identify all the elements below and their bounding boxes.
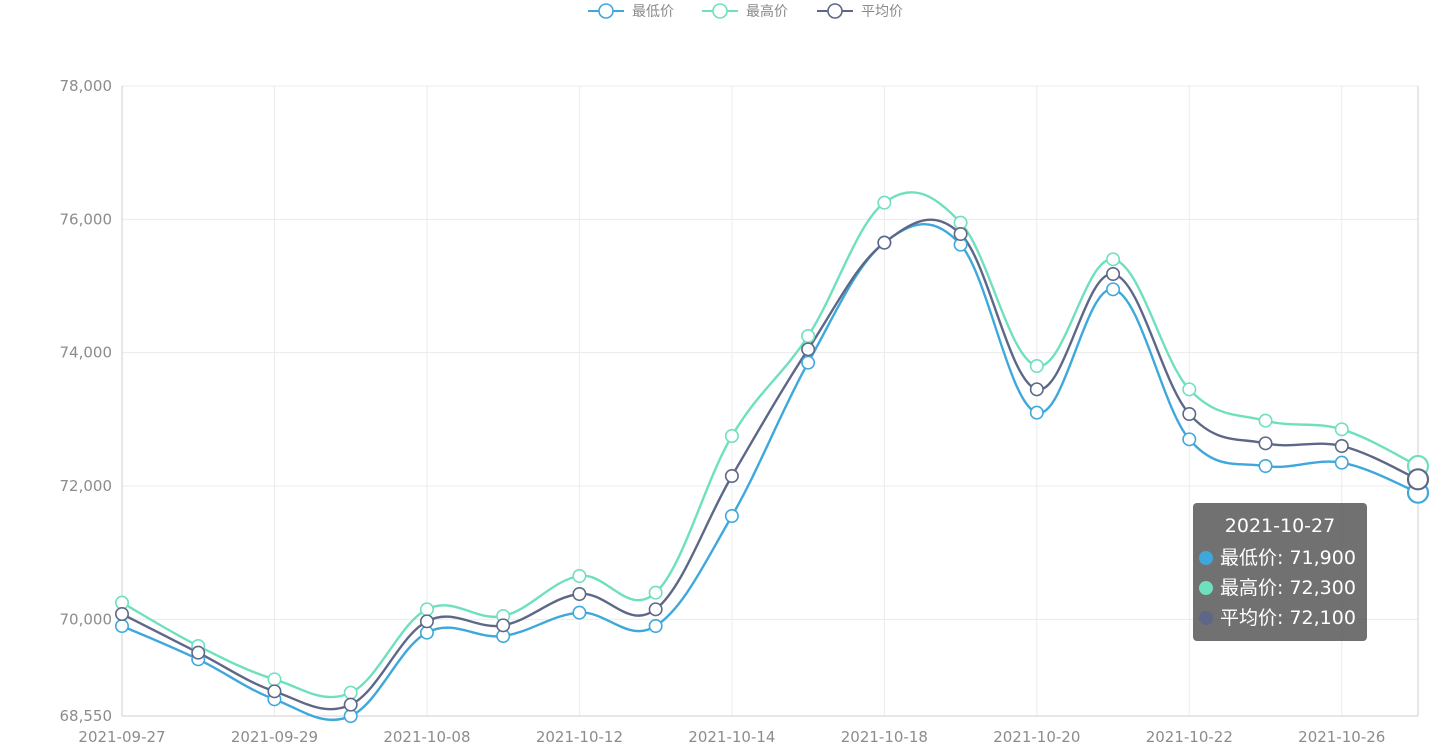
tooltip-title: 2021-10-27 bbox=[1224, 515, 1336, 537]
series-point-1-13[interactable] bbox=[1106, 252, 1121, 267]
tooltip-label-min: 最低价: 71,900 bbox=[1220, 547, 1356, 569]
legend-marker-2 bbox=[827, 3, 843, 19]
x-tick-label-7: 2021-10-22 bbox=[1146, 728, 1233, 746]
chart-points bbox=[115, 195, 1430, 723]
y-tick-label-4: 76,000 bbox=[60, 210, 113, 228]
tooltip-dot-min bbox=[1199, 551, 1213, 565]
series-point-0-12[interactable] bbox=[1029, 405, 1044, 420]
x-tick-label-5: 2021-10-18 bbox=[841, 728, 928, 746]
tooltip-dot-max bbox=[1199, 581, 1213, 595]
series-point-1-9[interactable] bbox=[801, 328, 816, 343]
series-point-1-15[interactable] bbox=[1258, 413, 1273, 428]
y-tick-label-5: 78,000 bbox=[60, 77, 113, 95]
series-point-1-6[interactable] bbox=[572, 568, 587, 583]
tooltip-row-min: 最低价: 71,900 bbox=[1199, 543, 1361, 573]
tooltip-row-avg: 平均价: 72,100 bbox=[1199, 603, 1361, 633]
x-tick-label-4: 2021-10-14 bbox=[688, 728, 775, 746]
y-tick-label-0: 68,550 bbox=[60, 707, 113, 725]
series-point-0-8[interactable] bbox=[724, 508, 739, 523]
legend: 最低价 最高价 平均价 bbox=[588, 3, 903, 20]
series-point-1-4[interactable] bbox=[419, 602, 434, 617]
tooltip-row-max: 最高价: 72,300 bbox=[1199, 573, 1361, 603]
series-point-2-8[interactable] bbox=[724, 468, 739, 483]
x-tick-label-2: 2021-10-08 bbox=[383, 728, 470, 746]
legend-marker-0 bbox=[598, 3, 614, 19]
series-point-1-12[interactable] bbox=[1029, 358, 1044, 373]
series-point-2-4[interactable] bbox=[419, 614, 434, 629]
series-point-2-1[interactable] bbox=[191, 645, 206, 660]
series-point-1-16[interactable] bbox=[1334, 422, 1349, 437]
y-tick-label-1: 70,000 bbox=[60, 610, 113, 628]
x-tick-label-0: 2021-09-27 bbox=[78, 728, 165, 746]
series-point-0-7[interactable] bbox=[648, 618, 663, 633]
series-point-2-3[interactable] bbox=[343, 697, 358, 712]
series-point-0-0[interactable] bbox=[115, 618, 130, 633]
series-point-2-14[interactable] bbox=[1182, 406, 1197, 421]
series-point-2-11[interactable] bbox=[953, 227, 968, 242]
series-point-2-5[interactable] bbox=[496, 618, 511, 633]
series-point-0-14[interactable] bbox=[1182, 432, 1197, 447]
x-tick-label-3: 2021-10-12 bbox=[536, 728, 623, 746]
tooltip-label-max: 最高价: 72,300 bbox=[1220, 577, 1356, 599]
series-point-2-13[interactable] bbox=[1106, 266, 1121, 281]
x-tick-label-6: 2021-10-20 bbox=[993, 728, 1080, 746]
series-point-2-16[interactable] bbox=[1334, 438, 1349, 453]
tooltip-label-avg: 平均价: 72,100 bbox=[1220, 607, 1356, 629]
series-point-1-3[interactable] bbox=[343, 685, 358, 700]
tooltip: 2021-10-27 最低价: 71,900 最高价: 72,300 平均价: … bbox=[1193, 503, 1367, 641]
y-tick-label-3: 74,000 bbox=[60, 344, 113, 362]
series-point-2-9[interactable] bbox=[801, 342, 816, 357]
series-point-1-14[interactable] bbox=[1182, 382, 1197, 397]
legend-label-0: 最低价 bbox=[632, 4, 674, 20]
x-tick-label-1: 2021-09-29 bbox=[231, 728, 318, 746]
series-point-1-2[interactable] bbox=[267, 672, 282, 687]
series-point-1-7[interactable] bbox=[648, 585, 663, 600]
series-point-2-15[interactable] bbox=[1258, 436, 1273, 451]
series-point-2-17[interactable] bbox=[1406, 468, 1430, 491]
series-point-0-6[interactable] bbox=[572, 605, 587, 620]
series-point-2-0[interactable] bbox=[115, 606, 130, 621]
tooltip-dot-avg bbox=[1199, 611, 1213, 625]
series-point-0-9[interactable] bbox=[801, 355, 816, 370]
x-tick-label-8: 2021-10-26 bbox=[1298, 728, 1385, 746]
tick-labels: 68,550 70,000 72,000 74,000 76,000 78,000 2021… bbox=[60, 77, 1386, 746]
series-point-2-6[interactable] bbox=[572, 586, 587, 601]
legend-label-1: 最高价 bbox=[746, 3, 788, 20]
series-point-0-13[interactable] bbox=[1106, 282, 1121, 297]
series-point-1-10[interactable] bbox=[877, 195, 892, 210]
series-point-2-12[interactable] bbox=[1029, 382, 1044, 397]
series-point-2-2[interactable] bbox=[267, 684, 282, 699]
y-tick-label-2: 72,000 bbox=[60, 477, 113, 495]
series-point-1-8[interactable] bbox=[724, 428, 739, 443]
series-point-0-16[interactable] bbox=[1334, 455, 1349, 470]
series-point-0-15[interactable] bbox=[1258, 458, 1273, 473]
legend-label-2: 平均价 bbox=[861, 4, 903, 20]
series-point-2-7[interactable] bbox=[648, 602, 663, 617]
legend-marker-1 bbox=[712, 3, 728, 19]
series-point-2-10[interactable] bbox=[877, 235, 892, 250]
